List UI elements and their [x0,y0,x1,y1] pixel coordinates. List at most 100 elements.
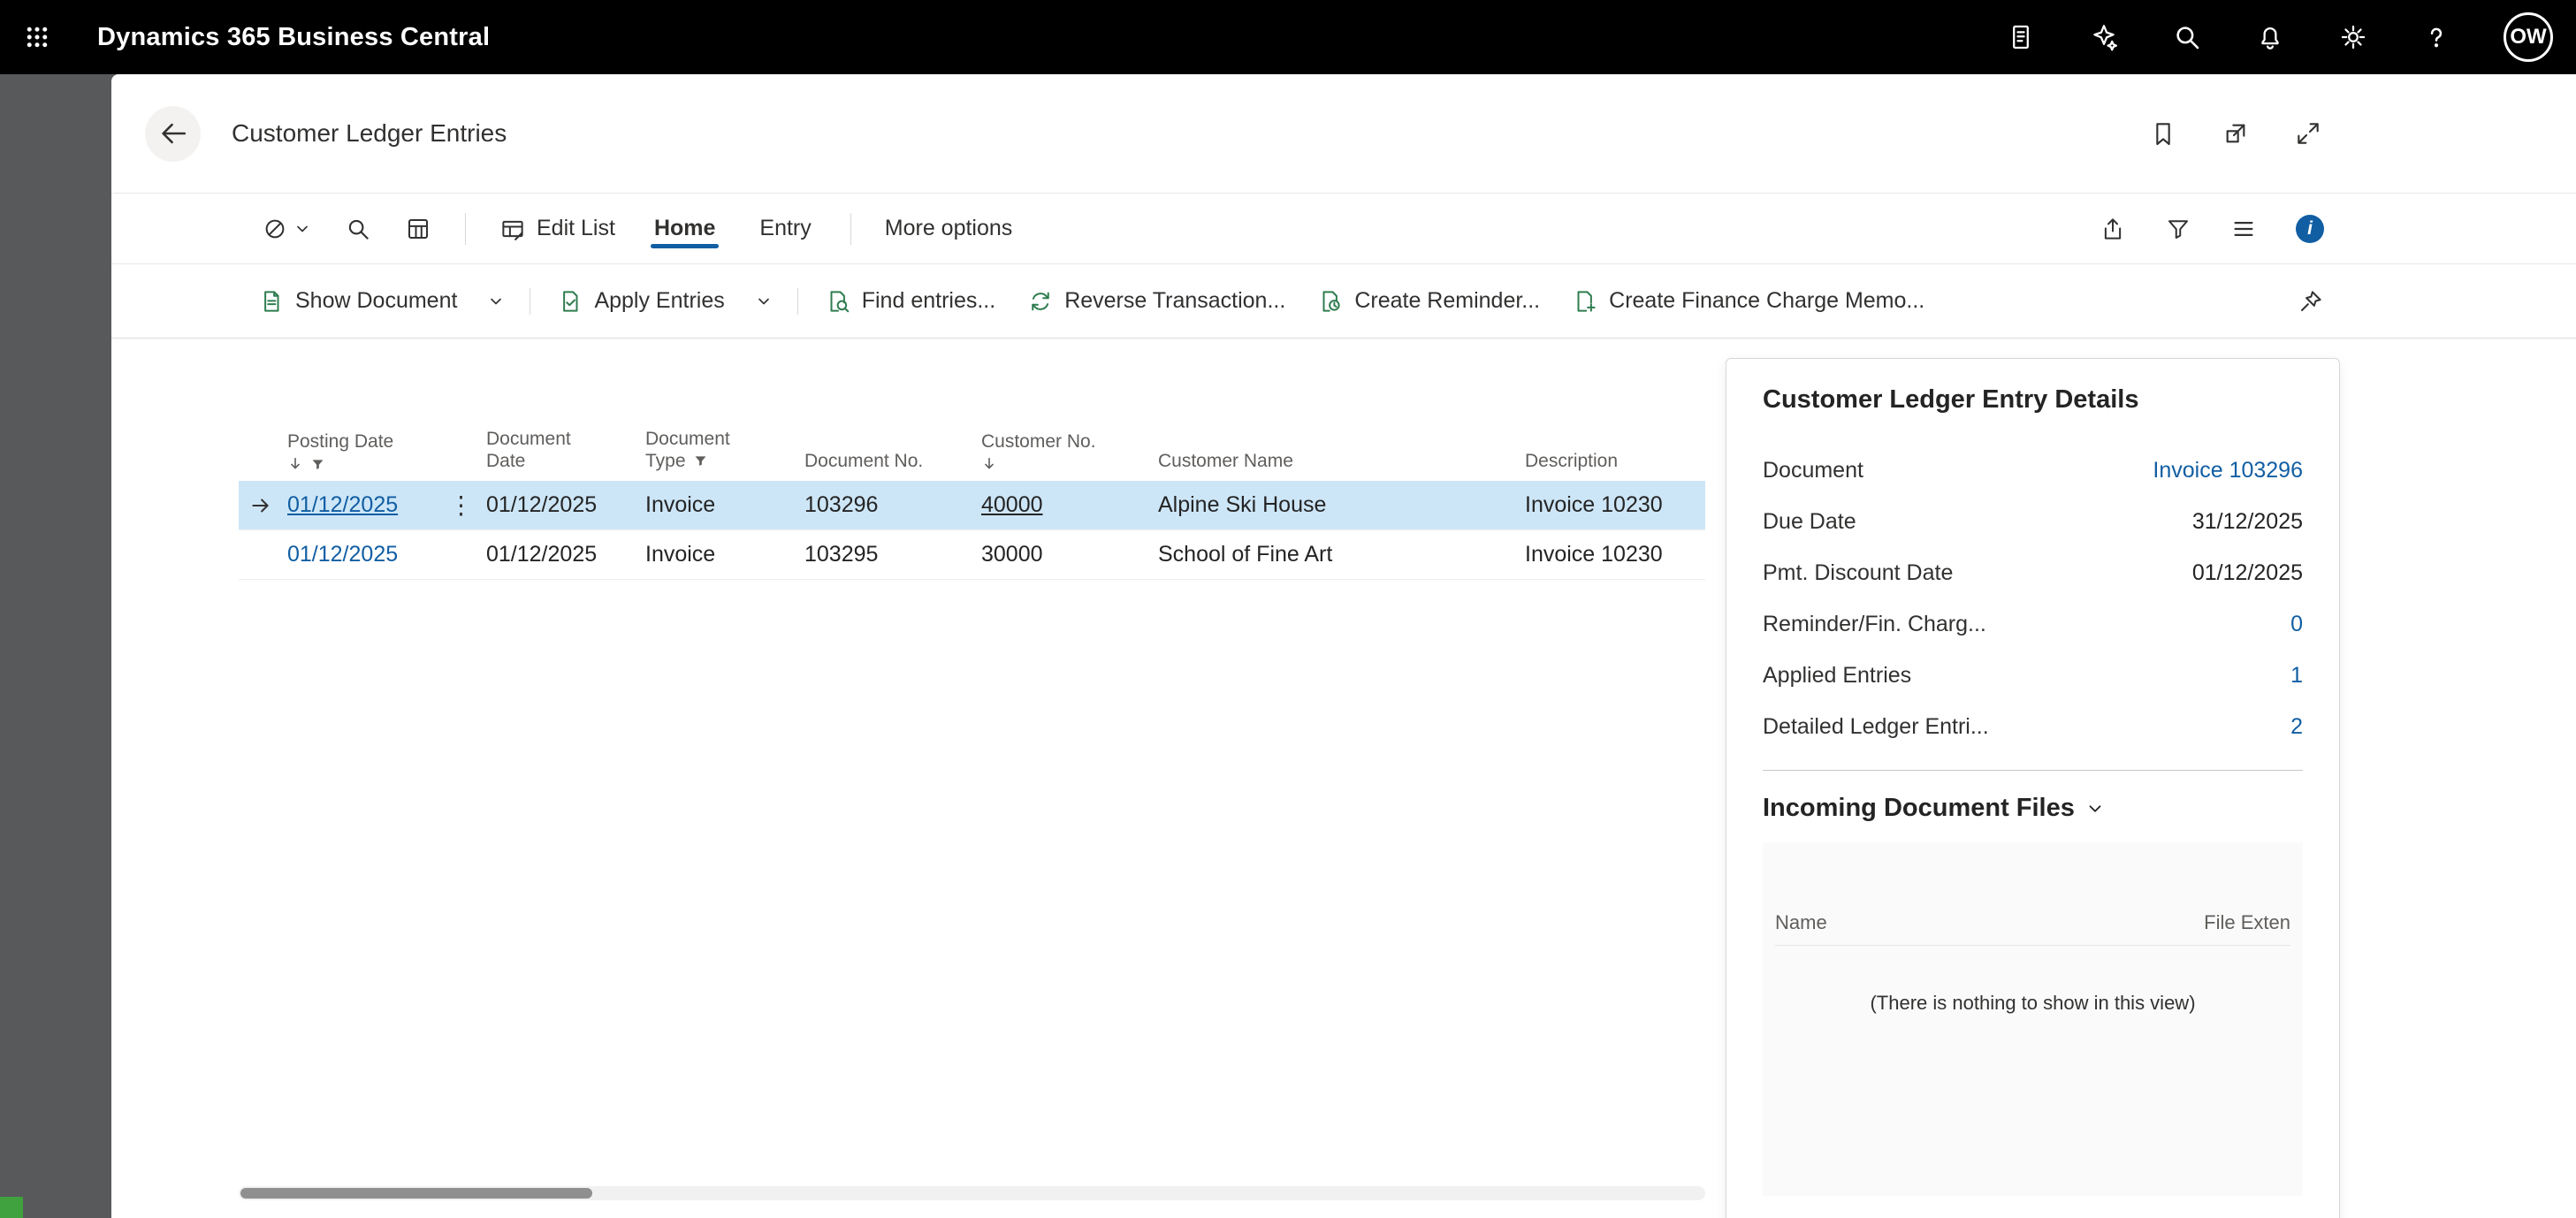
applied-entries-link[interactable]: 1 [2290,662,2303,688]
horizontal-scrollbar-thumb[interactable] [240,1188,592,1199]
column-label: Date [486,451,526,471]
create-reminder-button[interactable]: Create Reminder... [1312,281,1545,322]
detail-field: Detailed Ledger Entri... 2 [1763,701,2303,752]
views-selector[interactable] [262,216,311,242]
expand-icon[interactable] [2292,118,2324,149]
detail-field: Applied Entries 1 [1763,650,2303,701]
posting-date-link[interactable]: 01/12/2025 [287,492,399,517]
actions-bar: Show Document Apply Entries [111,264,2576,339]
open-in-window-icon[interactable] [2220,118,2252,149]
tab-entry[interactable]: Entry [759,216,812,240]
column-label: Customer Name [1158,451,1293,471]
column-label: Customer No. [981,431,1096,452]
column-header-description[interactable]: Description [1520,450,1705,472]
create-finance-charge-memo-icon [1572,288,1598,315]
help-icon[interactable] [2420,21,2452,53]
back-button[interactable] [145,105,201,162]
column-label: Document [645,429,730,449]
apply-entries-icon [557,288,583,315]
customer-no-cell[interactable]: 30000 [981,542,1043,567]
ribbon: Edit List Home Entry More options [111,194,2576,264]
more-options-button[interactable]: More options [884,216,1013,240]
detail-field: Document Invoice 103296 [1763,445,2303,496]
description-cell[interactable]: Invoice 10230 [1525,492,1663,517]
column-label: Description [1525,451,1619,471]
posting-date-link[interactable]: 01/12/2025 [287,542,399,567]
document-date-cell[interactable]: 01/12/2025 [486,542,598,567]
column-header-posting-date[interactable]: Posting Date [283,430,442,472]
divider [1763,770,2303,771]
field-label: Due Date [1763,508,1856,534]
app-launcher-icon[interactable] [0,0,74,74]
create-reminder-icon [1317,288,1344,315]
reminder-entries-link[interactable]: 0 [2290,611,2303,636]
column-header-customer-no[interactable]: Customer No. [977,430,1154,472]
find-entries-button[interactable]: Find entries... [819,281,1001,322]
settings-gear-icon[interactable] [2337,21,2369,53]
list-view-icon[interactable] [2230,216,2257,242]
document-type-cell[interactable]: Invoice [645,542,716,567]
field-label: Document [1763,457,1863,483]
document-type-cell[interactable]: Invoice [645,492,716,517]
create-finance-charge-memo-button[interactable]: Create Finance Charge Memo... [1566,281,1930,322]
detail-field: Reminder/Fin. Charg... 0 [1763,598,2303,650]
column-header-document-no[interactable]: Document No. [800,450,977,472]
column-label: Document [486,429,571,449]
table-header: Posting Date Document Date [239,382,1705,481]
divider [465,212,466,245]
customer-name-cell[interactable]: Alpine Ski House [1158,492,1327,517]
description-cell[interactable]: Invoice 10230 [1525,542,1663,567]
incoming-document-files-header[interactable]: Incoming Document Files [1763,794,2303,823]
sort-descending-icon [287,456,303,472]
pin-icon[interactable] [2298,288,2324,315]
edit-list-label: Edit List [537,216,615,240]
detailed-ledger-entries-link[interactable]: 2 [2290,713,2303,739]
sort-descending-icon [981,456,997,472]
views-icon [262,216,288,242]
incoming-files-list: Name File Exten (There is nothing to sho… [1763,842,2303,1196]
release-notes-icon[interactable] [2005,21,2037,53]
customer-no-link[interactable]: 40000 [981,492,1043,517]
tab-home[interactable]: Home [649,203,720,254]
column-header-document-type[interactable]: Document Type [641,428,800,472]
create-finance-charge-memo-label: Create Finance Charge Memo... [1609,288,1925,313]
page-header: Customer Ledger Entries [111,74,2576,194]
field-label: Detailed Ledger Entri... [1763,713,1989,739]
edit-list-button[interactable]: Edit List [499,216,615,242]
column-header-document-date[interactable]: Document Date [482,428,641,472]
table-row[interactable]: 01/12/2025 01/12/2025 Invoice 103295 300… [239,530,1705,580]
column-header-customer-name[interactable]: Customer Name [1154,450,1520,472]
field-label: Pmt. Discount Date [1763,560,1954,585]
analyze-icon[interactable] [405,216,431,242]
document-no-cell[interactable]: 103295 [804,542,879,567]
create-reminder-label: Create Reminder... [1354,288,1541,313]
table-row[interactable]: 01/12/2025 ⋮ 01/12/2025 Invoice 103296 4… [239,481,1705,530]
search-list-icon[interactable] [345,216,371,242]
copilot-icon[interactable] [2088,21,2120,53]
show-document-label: Show Document [295,288,458,313]
edit-list-icon [499,216,526,242]
info-icon[interactable]: i [2296,214,2324,243]
search-icon[interactable] [2171,21,2203,53]
divider [850,212,851,245]
document-date-cell[interactable]: 01/12/2025 [486,492,598,517]
customer-name-cell[interactable]: School of Fine Art [1158,542,1333,567]
share-icon[interactable] [2100,216,2126,242]
row-options-icon[interactable]: ⋮ [448,491,476,519]
reverse-transaction-button[interactable]: Reverse Transaction... [1022,281,1291,322]
user-avatar[interactable]: OW [2504,12,2553,62]
details-panel-title: Customer Ledger Entry Details [1763,385,2139,414]
document-link[interactable]: Invoice 103296 [2153,457,2303,483]
filter-icon[interactable] [2165,216,2191,242]
apply-entries-dropdown[interactable] [751,285,776,317]
notifications-icon[interactable] [2254,21,2286,53]
bookmark-icon[interactable] [2147,118,2179,149]
show-document-button[interactable]: Show Document [253,281,462,322]
apply-entries-button[interactable]: Apply Entries [552,281,729,322]
topbar: Dynamics 365 Business Central [0,0,2576,74]
horizontal-scrollbar[interactable] [239,1186,1705,1200]
document-no-cell[interactable]: 103296 [804,492,879,517]
ledger-entries-table: Posting Date Document Date [239,382,1705,580]
show-document-dropdown[interactable] [484,285,508,317]
detail-field: Due Date 31/12/2025 [1763,496,2303,547]
